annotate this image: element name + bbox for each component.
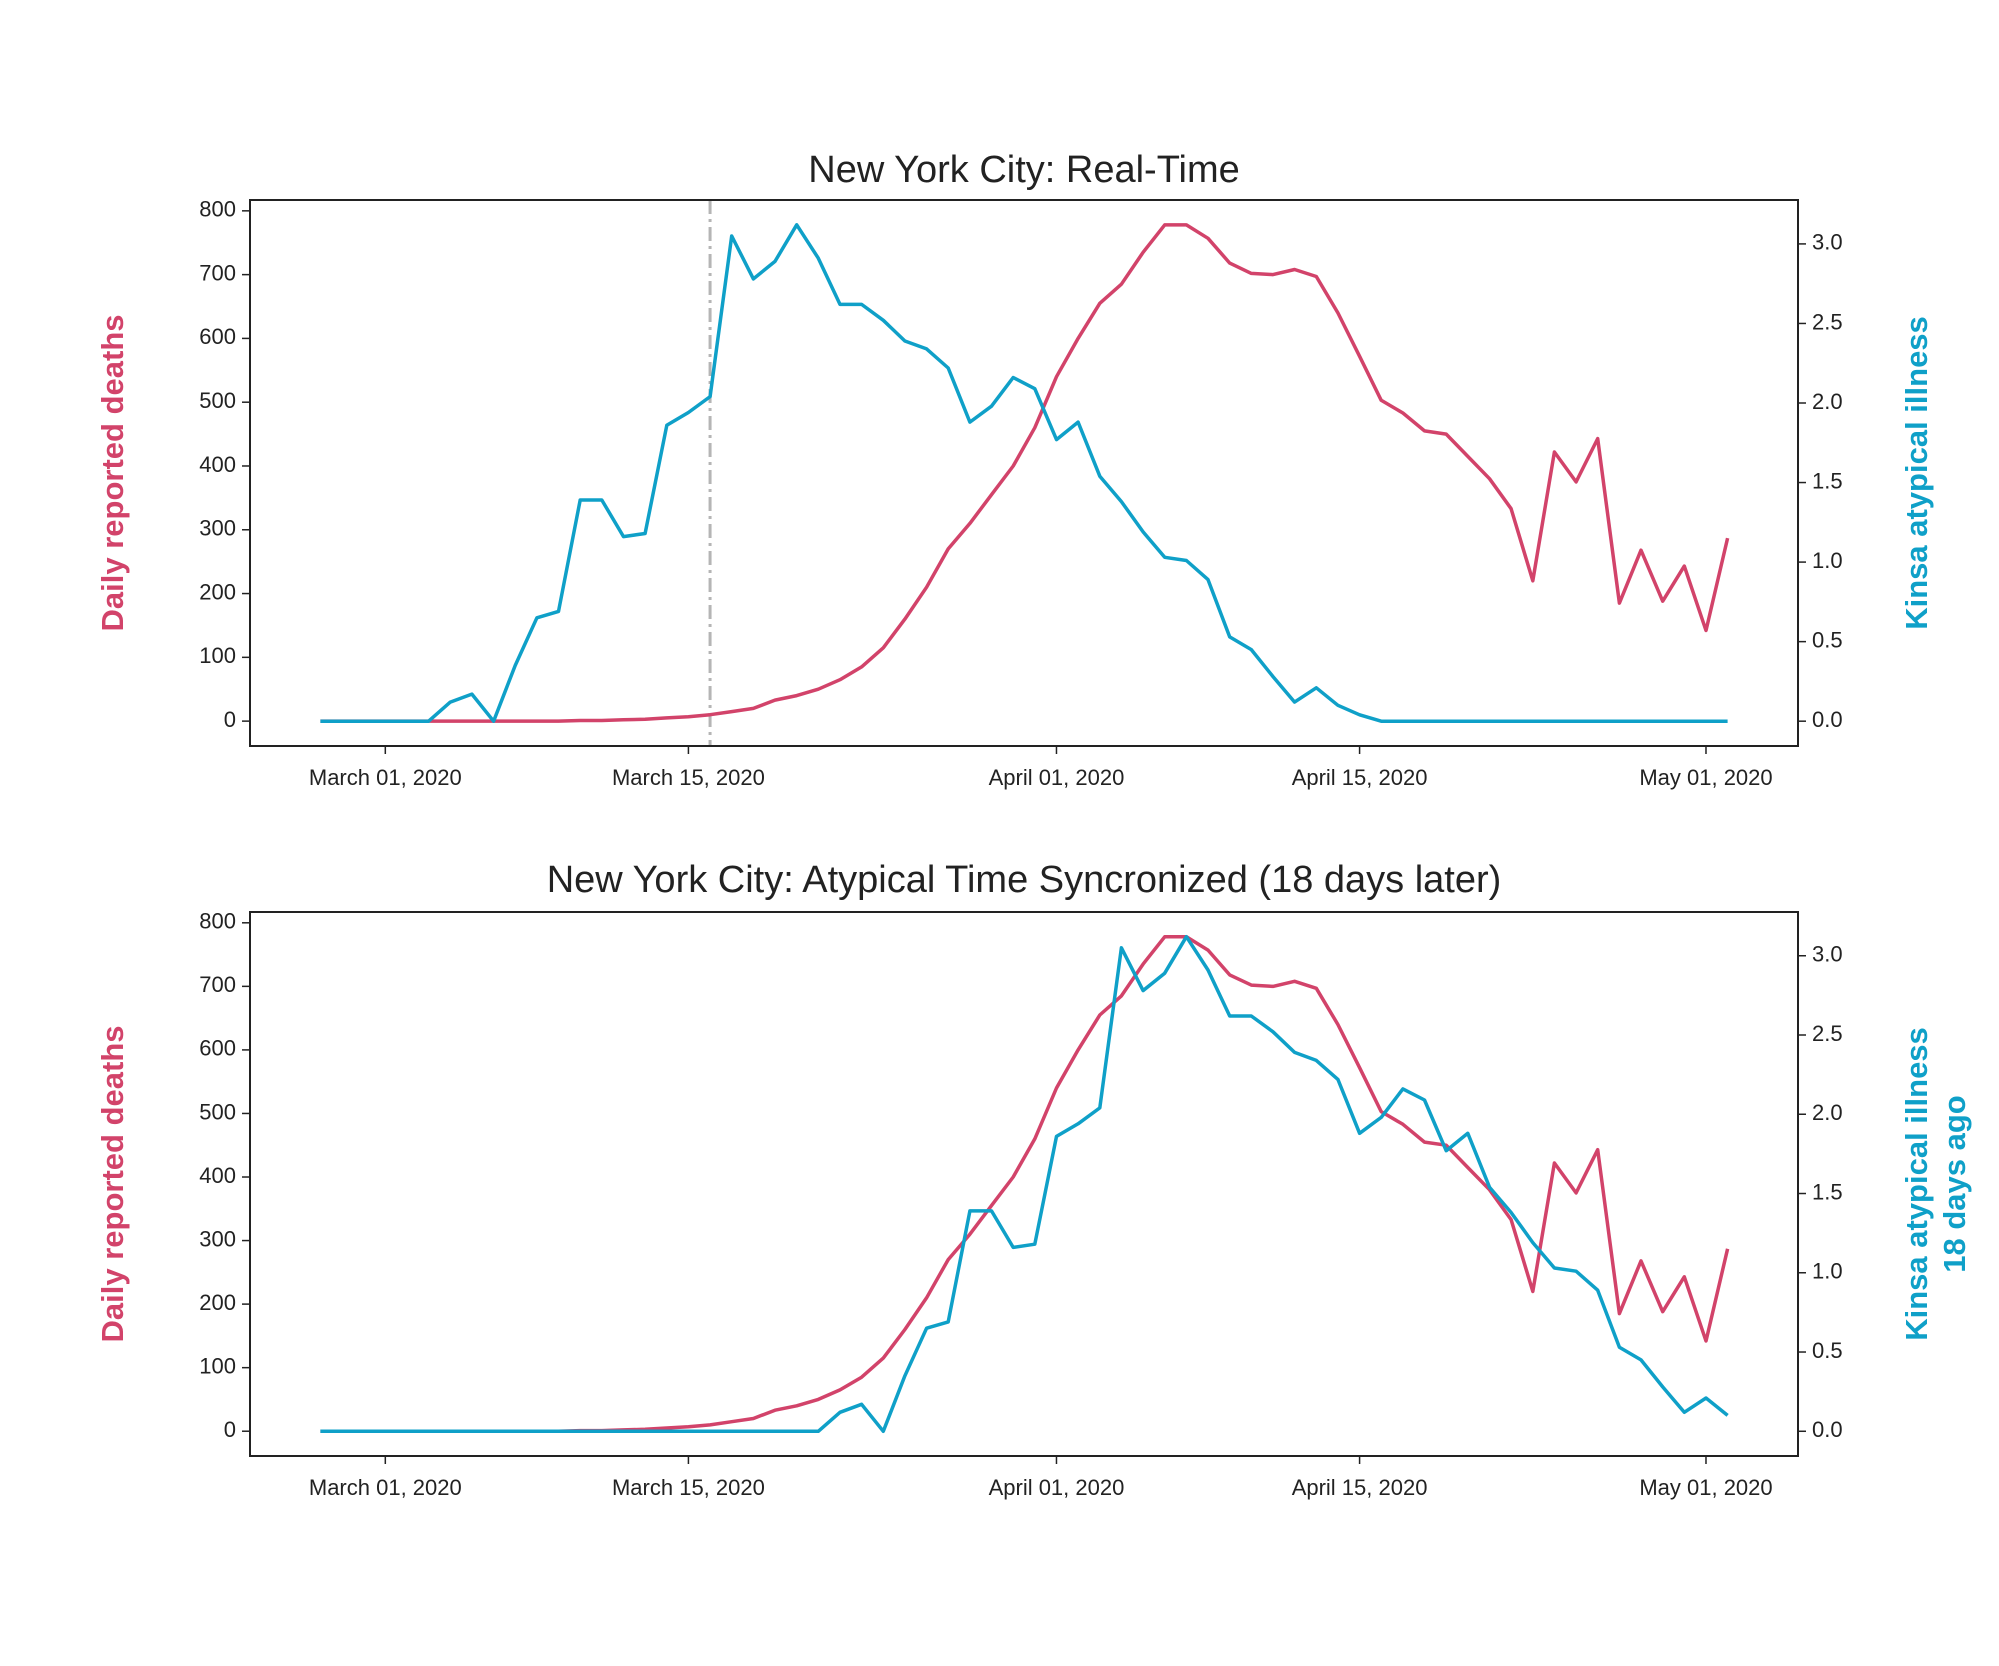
y2-tick-label: 1.0 xyxy=(1812,548,1843,573)
y2-tick-label: 2.0 xyxy=(1812,1100,1843,1125)
x-tick-label: March 01, 2020 xyxy=(309,765,462,790)
y-tick-label: 800 xyxy=(199,909,236,934)
y-tick-label: 800 xyxy=(199,197,236,222)
y-tick-label: 300 xyxy=(199,516,236,541)
x-tick-label: April 15, 2020 xyxy=(1292,765,1428,790)
y-tick-label: 500 xyxy=(199,388,236,413)
chart-title: New York City: Atypical Time Syncronized… xyxy=(547,859,1502,901)
y2-tick-label: 0.5 xyxy=(1812,1338,1843,1363)
x-tick-label: April 15, 2020 xyxy=(1292,1475,1428,1500)
y2-tick-label: 0.5 xyxy=(1812,627,1843,652)
y2-tick-label: 1.0 xyxy=(1812,1259,1843,1284)
y-tick-label: 400 xyxy=(199,1163,236,1188)
y2-tick-label: 2.5 xyxy=(1812,1021,1843,1046)
y2-tick-label: 3.0 xyxy=(1812,230,1843,255)
x-tick-label: April 01, 2020 xyxy=(989,765,1125,790)
y2-axis-label: Kinsa atypical illness xyxy=(1899,1027,1934,1341)
y-tick-label: 600 xyxy=(199,1036,236,1061)
y-tick-label: 500 xyxy=(199,1099,236,1124)
y-tick-label: 300 xyxy=(199,1226,236,1251)
plot-frame xyxy=(249,911,1799,1457)
plot-frame xyxy=(249,199,1799,747)
y2-tick-label: 0.0 xyxy=(1812,1417,1843,1442)
data-line xyxy=(320,935,1730,1433)
x-tick-label: May 01, 2020 xyxy=(1639,765,1772,790)
y2-axis-label: 18 days ago xyxy=(1937,1095,1972,1272)
y-tick-label: 0 xyxy=(224,707,236,732)
y-axis-label: Daily reported deaths xyxy=(95,1026,130,1343)
y2-tick-label: 1.5 xyxy=(1812,468,1843,493)
y-tick-label: 100 xyxy=(199,1353,236,1378)
x-tick-label: March 15, 2020 xyxy=(612,1475,765,1500)
x-tick-label: April 01, 2020 xyxy=(989,1475,1125,1500)
x-tick-label: March 15, 2020 xyxy=(612,765,765,790)
y-tick-label: 0 xyxy=(224,1417,236,1442)
y-tick-label: 700 xyxy=(199,260,236,285)
y-tick-label: 200 xyxy=(199,1290,236,1315)
data-line xyxy=(320,934,1729,1434)
x-tick-label: May 01, 2020 xyxy=(1639,1475,1772,1500)
data-line xyxy=(320,223,1728,723)
y2-tick-label: 3.0 xyxy=(1812,942,1843,967)
y2-tick-label: 0.0 xyxy=(1812,707,1843,732)
y2-tick-label: 2.5 xyxy=(1812,309,1843,334)
y-tick-label: 600 xyxy=(199,324,236,349)
y-tick-label: 200 xyxy=(199,579,236,604)
y2-tick-label: 1.5 xyxy=(1812,1179,1843,1204)
y-tick-label: 700 xyxy=(199,972,236,997)
y-tick-label: 100 xyxy=(199,643,236,668)
x-tick-label: March 01, 2020 xyxy=(309,1475,462,1500)
chart-title: New York City: Real-Time xyxy=(808,149,1240,191)
y-tick-label: 400 xyxy=(199,452,236,477)
y2-axis-label: Kinsa atypical illness xyxy=(1899,316,1934,630)
data-line xyxy=(320,223,1730,723)
y2-tick-label: 2.0 xyxy=(1812,389,1843,414)
y-axis-label: Daily reported deaths xyxy=(95,315,130,632)
